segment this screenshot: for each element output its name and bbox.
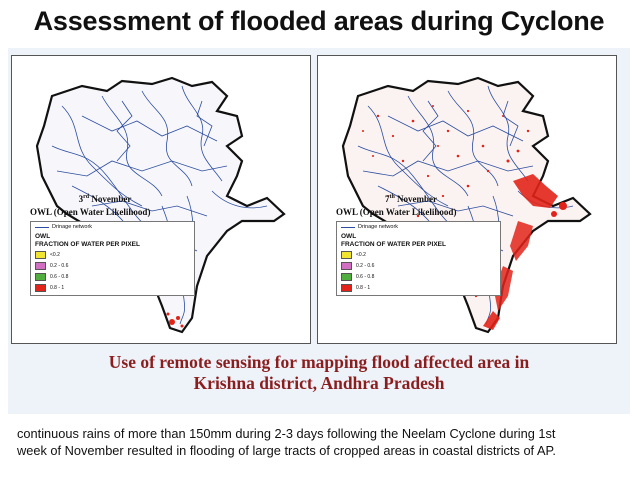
legend-drainage: Drinage network — [341, 224, 496, 230]
legend-owl-label: OWL — [35, 233, 51, 240]
legend-box: Drinage network OWL FRACTION OF WATER PE… — [336, 221, 501, 296]
owl-title: OWL (Open Water Likelihood) — [30, 207, 151, 217]
legend-class-4: 0.8 - 1 — [35, 284, 190, 292]
flood-patches — [362, 105, 567, 330]
legend-class-1: <0.2 — [35, 251, 190, 259]
slide-title: Assessment of flooded areas during Cyclo… — [33, 6, 605, 36]
map-panel-nov-7: 7th November OWL (Open Water Likelihood)… — [317, 55, 617, 344]
map-date: 7th November — [384, 194, 438, 204]
figure-caption: Use of remote sensing for mapping flood … — [8, 352, 630, 394]
legend-class-3: 0.6 - 0.8 — [341, 273, 496, 281]
legend-drainage: Drinage network — [35, 224, 190, 230]
drainage-network — [51, 85, 268, 325]
flood-patches — [166, 312, 184, 328]
caption-line-1: Use of remote sensing for mapping flood … — [108, 352, 530, 372]
legend-class-4: 0.8 - 1 — [341, 284, 496, 292]
district-map-nov-3 — [35, 76, 286, 334]
legend-class-1: <0.2 — [341, 251, 496, 259]
owl-title: OWL (Open Water Likelihood) — [336, 207, 457, 217]
map-legend-nov-7: 7th November OWL (Open Water Likelihood)… — [336, 194, 501, 296]
map-date: 3rd November — [78, 194, 132, 204]
caption-line-2: Krishna district, Andhra Pradesh — [193, 373, 445, 393]
body-text: continuous rains of more than 150mm duri… — [17, 426, 556, 458]
legend-class-3: 0.6 - 0.8 — [35, 273, 190, 281]
legend-class-2: 0.2 - 0.6 — [35, 262, 190, 270]
map-figure: 3rd November OWL (Open Water Likelihood)… — [8, 48, 630, 414]
map-panel-nov-3: 3rd November OWL (Open Water Likelihood)… — [11, 55, 311, 344]
legend-class-2: 0.2 - 0.6 — [341, 262, 496, 270]
map-legend-nov-3: 3rd November OWL (Open Water Likelihood)… — [30, 194, 195, 296]
legend-box: Drinage network OWL FRACTION OF WATER PE… — [30, 221, 195, 296]
legend-fraction-label: FRACTION OF WATER PER PIXEL — [341, 241, 446, 248]
legend-owl-label: OWL — [341, 233, 357, 240]
legend-fraction-label: FRACTION OF WATER PER PIXEL — [35, 241, 140, 248]
